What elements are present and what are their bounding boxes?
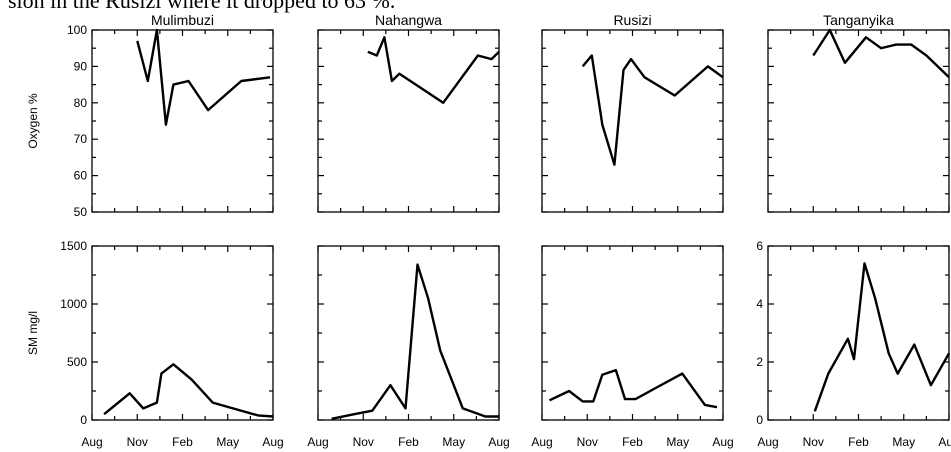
y-tick-label: 0 (756, 413, 763, 427)
series-line-5 (331, 263, 499, 420)
x-tick-label: Aug (307, 435, 328, 449)
x-tick-label: May (892, 435, 915, 449)
panel-frame-5 (317, 245, 500, 421)
y-tick-label: 100 (67, 23, 87, 37)
x-tick-label: Feb (172, 435, 193, 449)
x-tick-label: Nov (803, 435, 824, 449)
y-tick-label: 500 (67, 355, 87, 369)
x-tick-label: Aug (938, 435, 951, 449)
panel-title-nahangwa: Nahangwa (375, 12, 442, 28)
x-tick-label: Aug (262, 435, 283, 449)
series-line-6 (548, 368, 718, 409)
x-tick-label: May (666, 435, 689, 449)
x-tick-label: Nov (577, 435, 598, 449)
y-tick-label: 80 (74, 96, 88, 110)
y-tick-label: 1500 (60, 239, 87, 253)
x-tick-label: Aug (712, 435, 733, 449)
y-tick-label: 6 (756, 239, 763, 253)
series-line-7 (813, 262, 951, 412)
y-tick-label: 2 (756, 355, 763, 369)
y-axis-label: Oxygen % (26, 93, 40, 149)
x-tick-label: Feb (398, 435, 419, 449)
panel-frame-3 (767, 29, 950, 213)
x-tick-label: May (442, 435, 465, 449)
y-tick-label: 60 (74, 169, 88, 183)
x-tick-label: Nov (353, 435, 374, 449)
y-tick-label: 70 (74, 132, 88, 146)
x-tick-label: Aug (488, 435, 509, 449)
x-tick-label: Feb (622, 435, 643, 449)
series-line-3 (812, 28, 950, 79)
y-tick-label: 0 (80, 413, 87, 427)
y-axis-label: SM mg/l (26, 311, 40, 355)
x-tick-label: Aug (81, 435, 102, 449)
panel-frame-0 (91, 29, 274, 213)
panel-title-tanganyika: Tanganyika (823, 12, 894, 28)
series-line-4 (103, 363, 274, 418)
panel-frame-4 (91, 245, 274, 421)
y-tick-label: 1000 (60, 297, 87, 311)
panel-frame-1 (317, 29, 500, 213)
x-tick-label: Aug (531, 435, 552, 449)
y-tick-label: 90 (74, 59, 88, 73)
x-tick-label: Aug (757, 435, 778, 449)
series-line-0 (136, 28, 271, 126)
panel-title-rusizi: Rusizi (613, 12, 651, 28)
panel-frame-7 (767, 245, 950, 421)
x-tick-label: May (216, 435, 239, 449)
caption-text: sion in the Rusizi where it dropped to 6… (8, 0, 396, 13)
y-tick-label: 4 (756, 297, 763, 311)
series-line-2 (581, 54, 724, 166)
y-tick-label: 50 (74, 205, 88, 219)
x-tick-label: Nov (127, 435, 148, 449)
panel-title-mulimbuzi: Mulimbuzi (151, 12, 214, 28)
x-tick-label: Feb (848, 435, 869, 449)
panel-frame-2 (541, 29, 724, 213)
series-line-1 (367, 36, 500, 105)
